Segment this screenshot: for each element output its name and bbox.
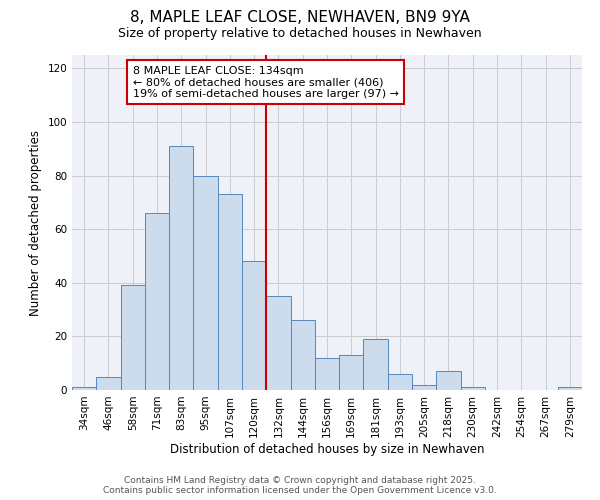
Bar (436, 371, 461, 390)
Bar (412, 384, 436, 390)
Text: 8, MAPLE LEAF CLOSE, NEWHAVEN, BN9 9YA: 8, MAPLE LEAF CLOSE, NEWHAVEN, BN9 9YA (130, 10, 470, 25)
Text: 8 MAPLE LEAF CLOSE: 134sqm
← 80% of detached houses are smaller (406)
19% of sem: 8 MAPLE LEAF CLOSE: 134sqm ← 80% of deta… (133, 66, 399, 99)
Bar (388, 374, 412, 390)
Bar (242, 262, 266, 390)
Bar (193, 176, 218, 390)
Bar (558, 388, 582, 390)
Bar (169, 146, 193, 390)
Bar (72, 388, 96, 390)
Bar (218, 194, 242, 390)
Bar (364, 339, 388, 390)
Bar (121, 286, 145, 390)
Text: Contains HM Land Registry data © Crown copyright and database right 2025.
Contai: Contains HM Land Registry data © Crown c… (103, 476, 497, 495)
Bar (315, 358, 339, 390)
Text: Size of property relative to detached houses in Newhaven: Size of property relative to detached ho… (118, 28, 482, 40)
Y-axis label: Number of detached properties: Number of detached properties (29, 130, 42, 316)
Bar (461, 388, 485, 390)
Bar (145, 213, 169, 390)
X-axis label: Distribution of detached houses by size in Newhaven: Distribution of detached houses by size … (170, 442, 484, 456)
Bar (266, 296, 290, 390)
Bar (339, 355, 364, 390)
Bar (96, 376, 121, 390)
Bar (290, 320, 315, 390)
